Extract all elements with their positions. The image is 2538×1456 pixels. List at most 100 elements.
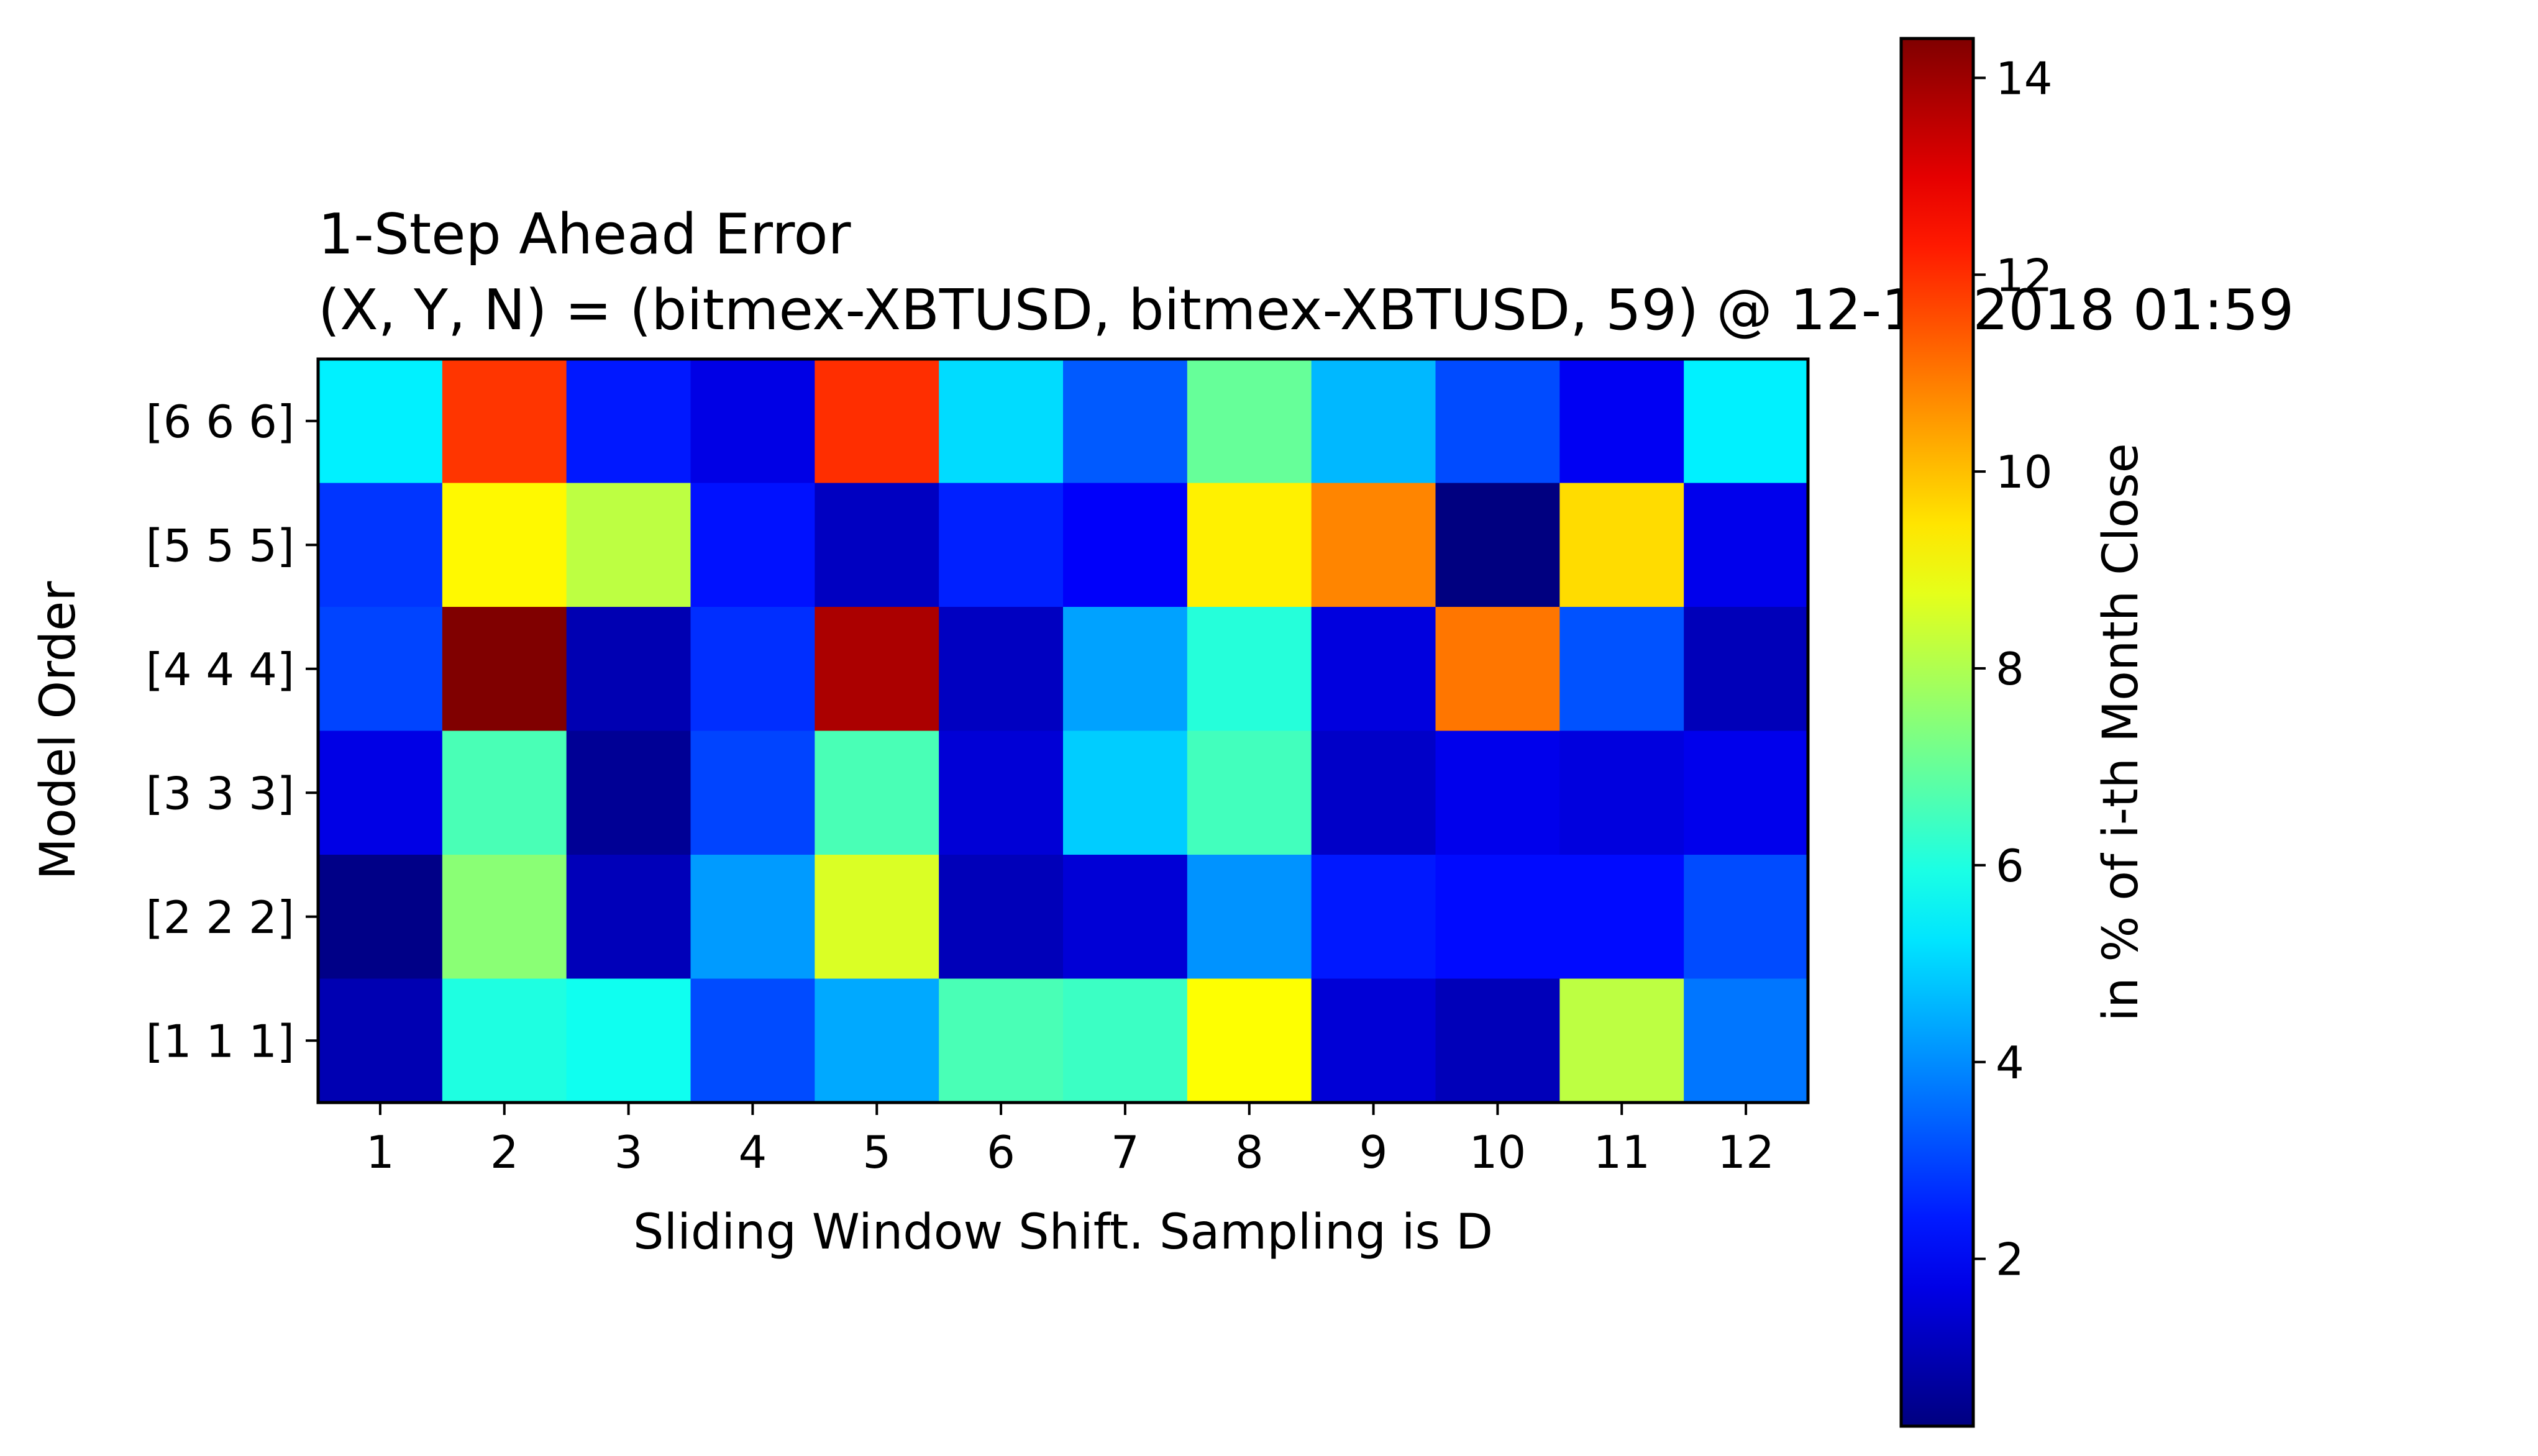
heatmap-cell (1559, 855, 1684, 980)
heatmap-cell (566, 607, 692, 732)
heatmap-cell (566, 483, 692, 607)
heatmap-cell (442, 483, 567, 607)
colorbar-label: in % of i-th Month Close (2093, 443, 2149, 1021)
heatmap-cell (1311, 359, 1436, 484)
heatmap-cell (1684, 607, 1809, 732)
chart-title-line1: 1-Step Ahead Error (318, 202, 851, 267)
heatmap-cell (690, 978, 815, 1103)
heatmap-cell (690, 855, 815, 980)
heatmap-cell (1187, 978, 1312, 1103)
x-tick-label: 5 (862, 1126, 891, 1178)
x-tick-label: 12 (1717, 1126, 1774, 1178)
heatmap-cell (1435, 978, 1560, 1103)
x-tick-label: 9 (1359, 1126, 1388, 1178)
heatmap-cell (318, 359, 443, 484)
heatmap-cell (815, 855, 939, 980)
heatmap-cell (1435, 730, 1560, 855)
x-tick-label: 2 (490, 1126, 519, 1178)
heatmap-cell (1435, 483, 1560, 607)
colorbar-tick-label: 8 (1996, 643, 2024, 695)
heatmap-cell (939, 730, 1064, 855)
heatmap-cell (566, 978, 692, 1103)
heatmap-cell (318, 730, 443, 855)
x-tick-label: 10 (1469, 1126, 1527, 1178)
heatmap-cell (1559, 359, 1684, 484)
y-tick-label: [5 5 5] (146, 519, 294, 571)
plot-frame (316, 357, 1810, 1104)
heatmap-cell (815, 730, 939, 855)
heatmap-cell (1063, 607, 1188, 732)
heatmap-cell (690, 730, 815, 855)
colorbar-ticks: 2 4 6 8 10 12 14 (1973, 52, 2053, 1286)
heatmap-cell (1187, 607, 1312, 732)
x-tick-label: 7 (1111, 1126, 1139, 1178)
heatmap-cell (690, 359, 815, 484)
heatmap-cell (1311, 607, 1436, 732)
heatmap-cell (939, 607, 1064, 732)
heatmap-cell (1063, 359, 1188, 484)
x-axis-label: Sliding Window Shift. Sampling is D (633, 1204, 1493, 1260)
colorbar-tick-label: 2 (1996, 1234, 2024, 1286)
y-axis-label: Model Order (30, 581, 86, 880)
heatmap-cell (1684, 978, 1809, 1103)
heatmap-cell (566, 359, 692, 484)
heatmap-cell (1063, 978, 1188, 1103)
heatmap-cell (939, 359, 1064, 484)
heatmap-cell (1063, 730, 1188, 855)
heatmap-cell (1684, 730, 1809, 855)
heatmap-cell (1311, 483, 1436, 607)
heatmap-cell (566, 855, 692, 980)
x-tick-label: 6 (987, 1126, 1015, 1178)
heatmap-cell (1435, 607, 1560, 732)
colorbar-tick-label: 4 (1996, 1037, 2024, 1089)
heatmap-cell (1559, 730, 1684, 855)
heatmap-cell (1187, 730, 1312, 855)
heatmap-cell (1063, 855, 1188, 980)
heatmap-cell (1311, 978, 1436, 1103)
heatmap-cell (939, 978, 1064, 1103)
heatmap-cell (442, 978, 567, 1103)
y-tick-label: [3 3 3] (146, 767, 294, 819)
heatmap-cell (318, 855, 443, 980)
x-tick-label: 3 (614, 1126, 643, 1178)
heatmap-cell (1187, 359, 1312, 484)
heatmap-cell (1559, 978, 1684, 1103)
colorbar-tick-label: 12 (1996, 249, 2053, 301)
x-axis-ticks: 1 2 3 4 5 6 7 8 9 10 11 12 (366, 1103, 1774, 1178)
y-axis-ticks: [6 6 6] [5 5 5] [4 4 4] [3 3 3] [2 2 2] [1 1 … (146, 396, 318, 1067)
heatmap-cell (1187, 483, 1312, 607)
heatmap-cell (939, 483, 1064, 607)
x-tick-label: 1 (366, 1126, 395, 1178)
colorbar-tick-label: 14 (1996, 52, 2053, 104)
heatmap-cell (318, 978, 443, 1103)
x-tick-label: 8 (1235, 1126, 1264, 1178)
x-tick-label: 4 (739, 1126, 767, 1178)
heatmap-cell (1684, 483, 1809, 607)
y-tick-label: [2 2 2] (146, 891, 294, 944)
heatmap-cell (1435, 855, 1560, 980)
heatmap-cell (815, 607, 939, 732)
x-tick-label: 11 (1593, 1126, 1650, 1178)
colorbar-tick-label: 10 (1996, 446, 2053, 498)
heatmap-cell (442, 359, 567, 484)
heatmap-cell (1559, 483, 1684, 607)
heatmap-cell (1435, 359, 1560, 484)
heatmap-cell (939, 855, 1064, 980)
heatmap-cell (690, 483, 815, 607)
heatmap-cell (318, 607, 443, 732)
heatmap-cell (1187, 855, 1312, 980)
heatmap-cell (690, 607, 815, 732)
colorbar (1899, 37, 1975, 1428)
heatmap-cell (566, 730, 692, 855)
heatmap-cell (1684, 855, 1809, 980)
colorbar-tick-label: 6 (1996, 840, 2024, 892)
heatmap-cell (442, 607, 567, 732)
heatmap-cell (318, 483, 443, 607)
heatmap-cell (442, 730, 567, 855)
heatmap-cell (815, 978, 939, 1103)
heatmap-cell (1311, 855, 1436, 980)
heatmap-cell (442, 855, 567, 980)
heatmap-cell (815, 483, 939, 607)
y-tick-label: [1 1 1] (146, 1015, 294, 1067)
